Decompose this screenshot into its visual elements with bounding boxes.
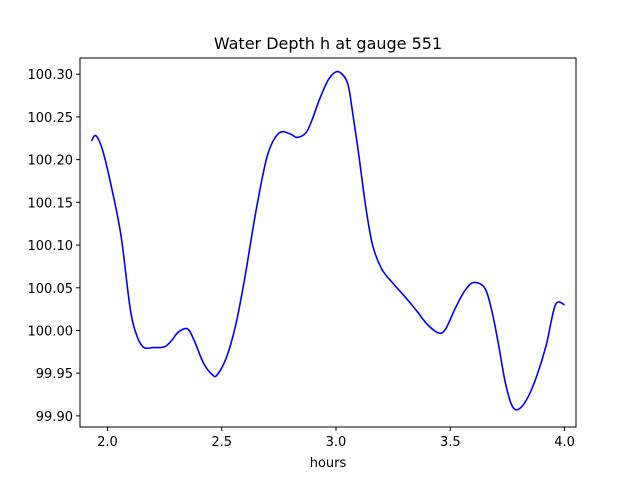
y-tick-label: 100.10 [28,239,74,254]
x-axis-label: hours [310,456,347,471]
x-tick-label: 3.5 [440,435,461,450]
y-tick-label: 100.20 [28,154,74,169]
y-axis: 99.90 99.95 100.00 100.05 100.10 100.15 100.20… [28,68,80,425]
x-tick-label: 2.0 [97,435,118,450]
x-tick-label: 2.5 [211,435,232,450]
y-tick-label: 100.25 [28,111,74,126]
y-tick-label: 100.05 [28,282,74,297]
y-tick-label: 99.90 [36,410,73,425]
y-tick-label: 100.30 [28,68,74,83]
x-tick-label: 4.0 [554,435,575,450]
x-axis: 2.0 2.5 3.0 3.5 4.0 [97,427,575,450]
x-tick-label: 3.0 [326,435,347,450]
plot-area [90,70,565,411]
y-tick-label: 100.00 [28,324,74,339]
plot-frame [79,57,577,428]
series-line-0 [90,70,565,411]
chart-title: Water Depth h at gauge 551 [214,34,442,53]
y-tick-label: 100.15 [28,196,74,211]
y-tick-label: 99.95 [36,367,73,382]
